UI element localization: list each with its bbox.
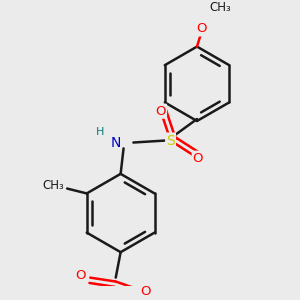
Text: H: H [96,127,104,137]
Text: CH₃: CH₃ [43,179,64,192]
Text: O: O [75,269,86,282]
Text: O: O [196,22,207,35]
Text: O: O [140,285,150,298]
Text: O: O [155,105,166,118]
Text: S: S [166,134,175,148]
Text: CH₃: CH₃ [210,1,231,14]
Text: O: O [193,152,203,165]
Text: N: N [110,136,121,149]
